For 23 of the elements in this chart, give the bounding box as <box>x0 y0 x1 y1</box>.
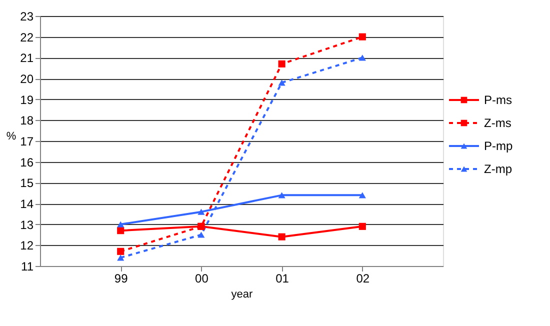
y-tick-label: 17 <box>20 134 34 148</box>
legend-label: Z-mp <box>484 162 512 176</box>
y-tick-label: 18 <box>20 114 34 128</box>
y-tick-label: 16 <box>20 155 34 170</box>
y-tick-label: 15 <box>20 176 34 190</box>
y-tick-label: 14 <box>20 197 34 211</box>
y-axis-title: % <box>6 130 16 142</box>
y-tick-label: 19 <box>20 92 34 107</box>
x-tick-label: 01 <box>276 272 290 286</box>
y-tick-label: 13 <box>20 218 34 232</box>
y-tick-label: 21 <box>20 51 34 66</box>
y-tick-label: 11 <box>21 260 34 274</box>
legend-label: P-ms <box>484 93 512 107</box>
x-axis-title: year <box>231 288 254 300</box>
y-tick-label: 12 <box>20 238 34 253</box>
y-tick-label: 20 <box>20 72 34 86</box>
y-tick-label: 22 <box>20 30 34 44</box>
legend-label: Z-ms <box>484 116 512 130</box>
y-tick-label: 23 <box>20 10 34 24</box>
legend-label: P-mp <box>484 139 513 153</box>
x-tick-label: 02 <box>356 272 370 286</box>
x-tick-label: 00 <box>195 272 209 286</box>
x-tick-label: 99 <box>114 272 128 286</box>
